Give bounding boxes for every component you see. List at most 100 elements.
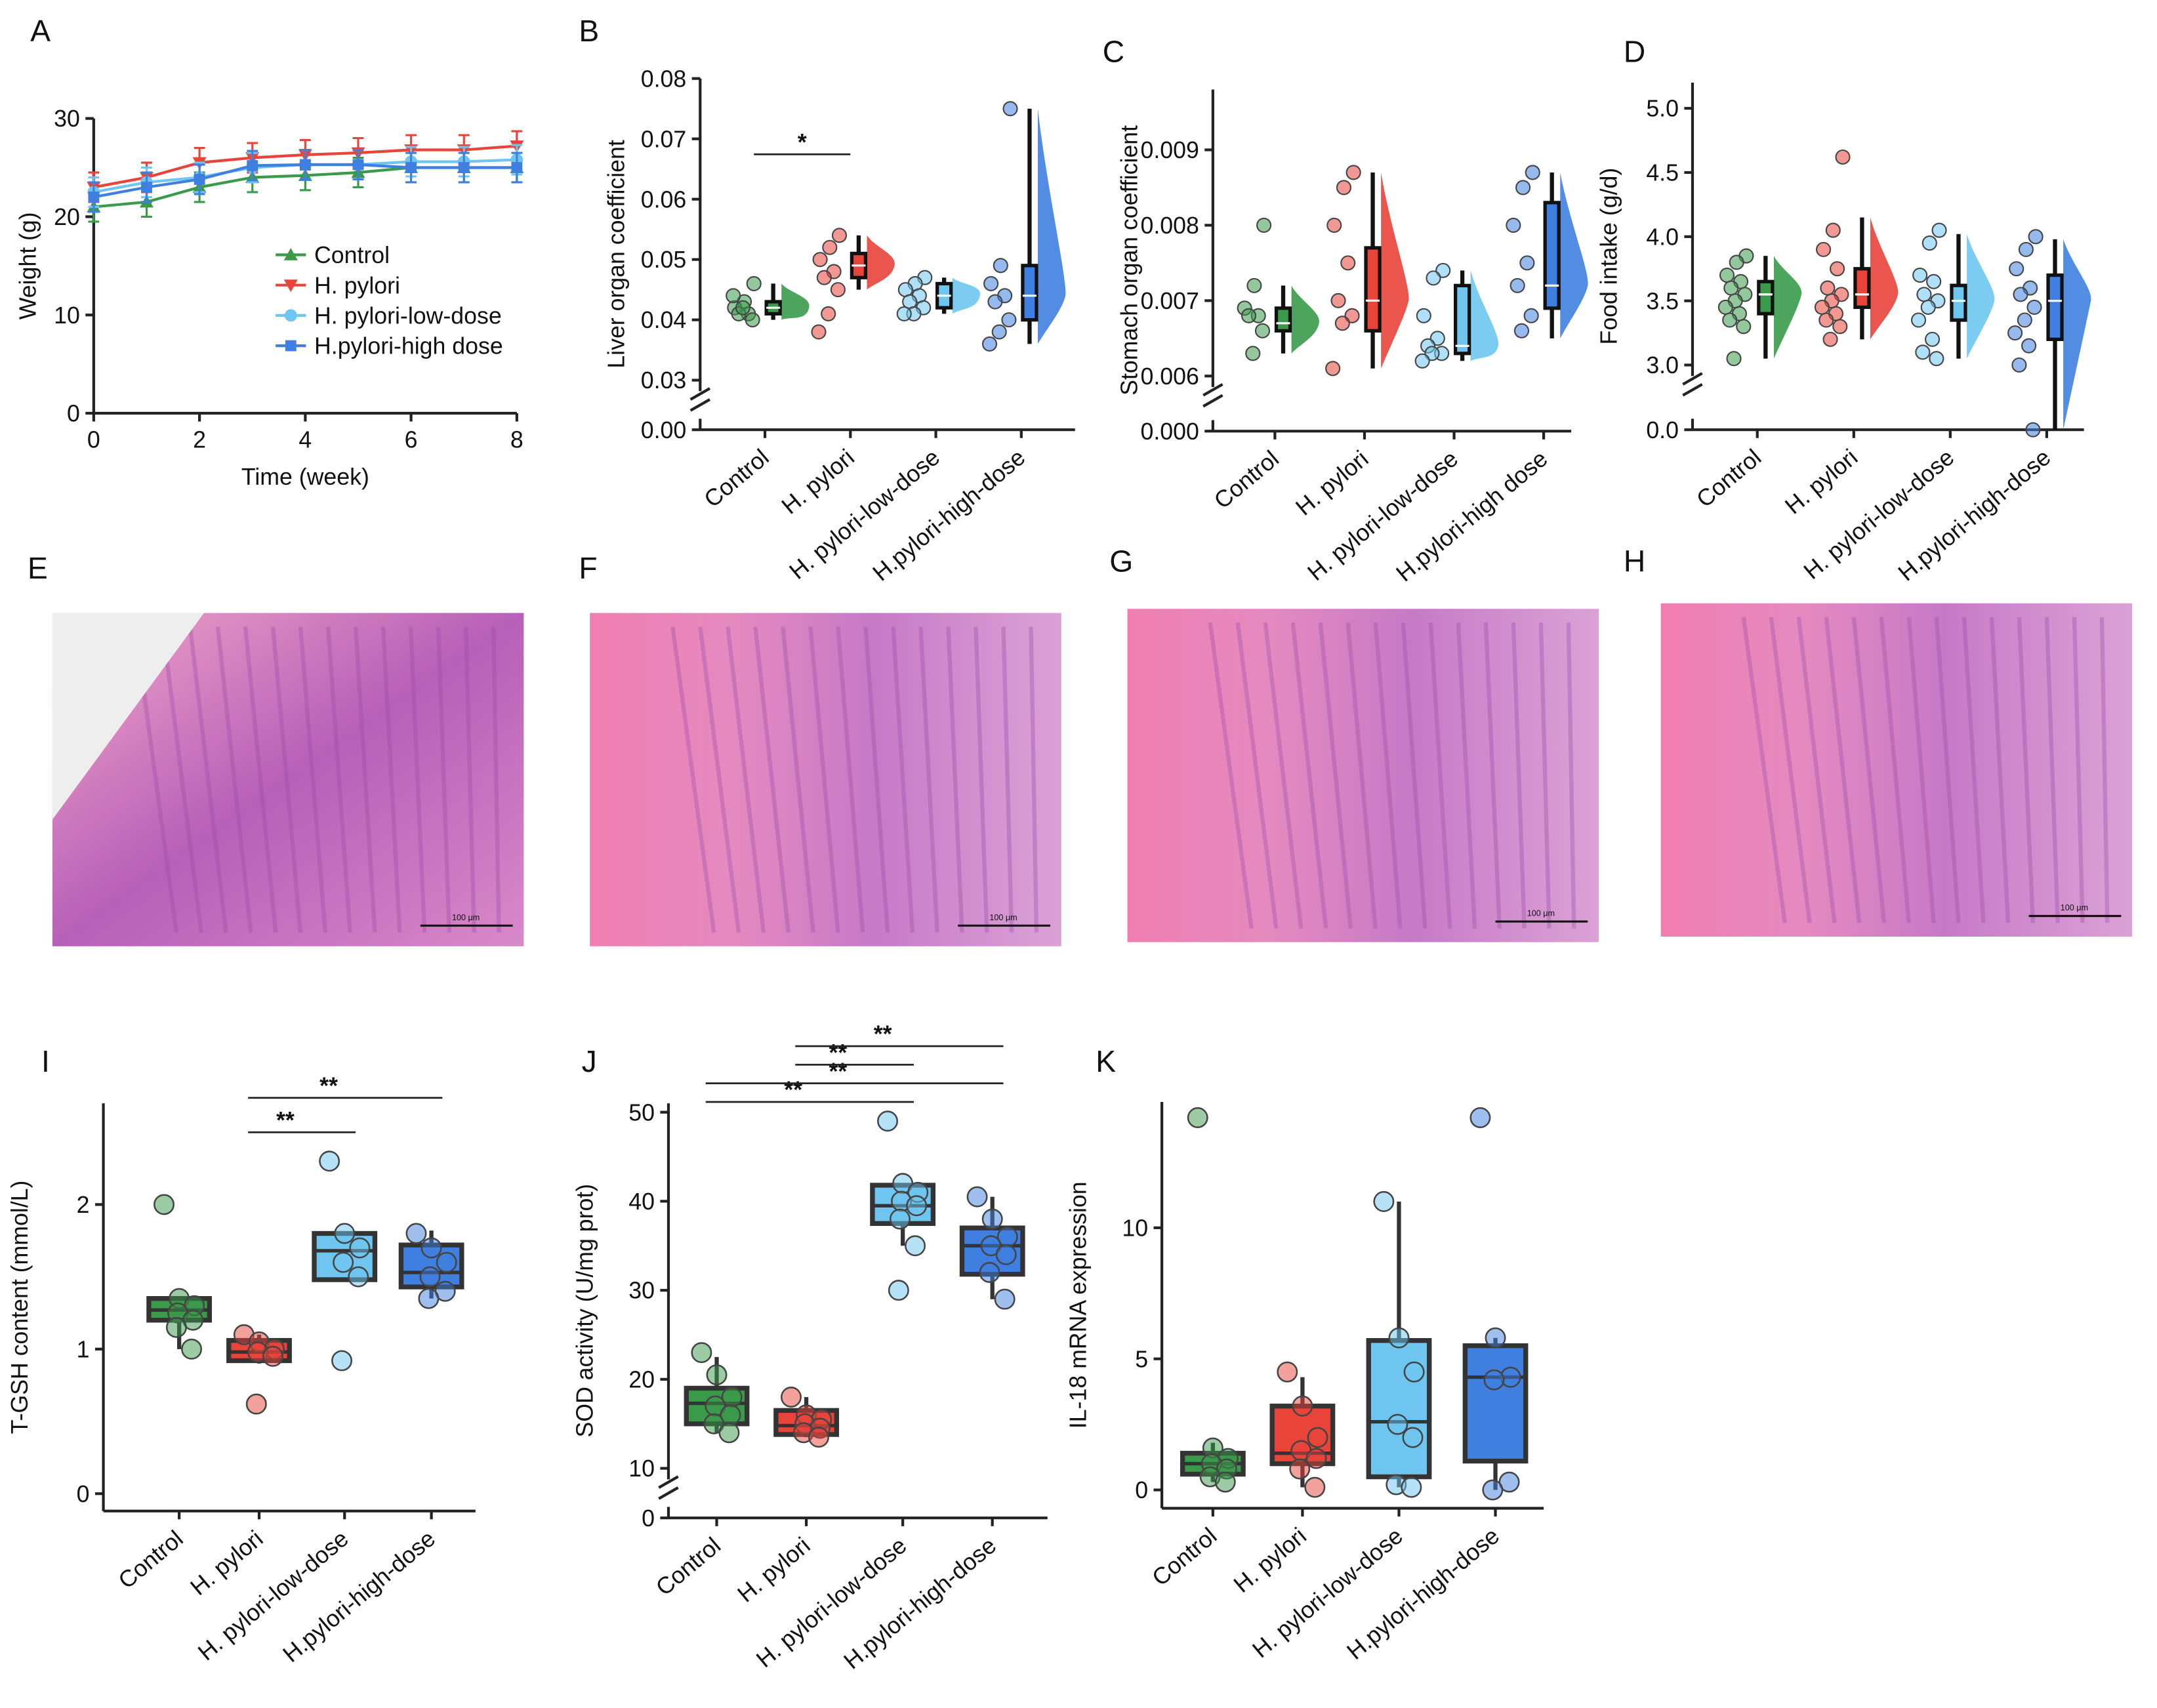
violin	[1773, 256, 1802, 359]
point	[1241, 308, 1257, 323]
tissue-texture	[380, 626, 402, 933]
x-tick-label: H. pylori	[1780, 444, 1862, 519]
point	[979, 1262, 1000, 1283]
point	[780, 1387, 802, 1408]
tissue-texture	[1346, 622, 1378, 929]
point	[980, 1235, 1002, 1257]
tissue-texture	[1566, 622, 1576, 929]
tissue-texture	[491, 626, 501, 933]
y-tick-label: 0.000	[1141, 418, 1199, 445]
x-tick-label: Control	[1147, 1522, 1222, 1591]
y-tick-label: 30	[54, 106, 80, 132]
point	[1002, 101, 1018, 117]
point	[1726, 351, 1742, 367]
legend-marker	[283, 248, 298, 260]
y-tick-label: 10	[628, 1455, 655, 1482]
y-tick-label: 10	[54, 302, 80, 329]
significance-label: **	[276, 1107, 295, 1133]
point	[1388, 1327, 1410, 1349]
y-tick-label: 0	[1135, 1477, 1148, 1503]
background-area	[52, 613, 204, 820]
tissue-texture	[2099, 617, 2110, 924]
point	[1254, 323, 1271, 338]
point	[1401, 1476, 1422, 1498]
box	[1853, 267, 1871, 310]
tissue-texture	[891, 626, 914, 933]
tissue-texture	[160, 626, 203, 933]
point	[2021, 338, 2037, 354]
violin	[1038, 108, 1066, 344]
tissue-texture	[2072, 617, 2085, 924]
tissue-texture	[298, 626, 327, 933]
x-tick-label: H. pylori	[1229, 1522, 1311, 1598]
point	[1912, 267, 1928, 283]
point	[1513, 323, 1530, 338]
tissue-texture	[1428, 622, 1452, 929]
point	[165, 1316, 187, 1338]
point	[1330, 293, 1346, 308]
point	[1506, 217, 1521, 233]
tissue-texture	[1511, 622, 1527, 929]
point	[1525, 165, 1540, 180]
x-tick-label: 8	[510, 427, 524, 453]
point	[745, 312, 760, 328]
point	[418, 1288, 440, 1309]
point	[1818, 312, 1834, 328]
x-tick-label: H. pylori	[777, 444, 859, 519]
tissue-texture	[1796, 617, 1837, 924]
point	[831, 228, 848, 243]
point	[1469, 1107, 1491, 1128]
axis-break	[658, 1475, 679, 1500]
point	[1256, 217, 1272, 233]
panel-label: I	[41, 1044, 50, 1078]
point	[1336, 180, 1351, 195]
tissue-texture	[726, 626, 766, 933]
violin	[1381, 172, 1409, 369]
y-tick-label: 0.06	[641, 186, 686, 213]
box	[1543, 201, 1561, 310]
point	[1305, 1448, 1327, 1469]
legend-label: H.pylori-high dose	[314, 333, 503, 359]
x-tick-label: H.pylori-high dose	[1391, 445, 1553, 586]
point	[889, 1208, 911, 1230]
tissue-texture	[1401, 622, 1428, 929]
point	[1915, 344, 1931, 360]
tissue-texture	[808, 626, 840, 933]
y-tick-label: 0.008	[1141, 213, 1199, 239]
point	[1722, 312, 1738, 328]
point	[1921, 235, 1937, 251]
y-tick-label: 3.5	[1646, 288, 1679, 314]
y-tick-label: 0.08	[641, 66, 686, 92]
histology-image	[1127, 609, 1599, 943]
violin	[1967, 234, 1995, 359]
point	[1519, 255, 1535, 271]
tissue-texture	[353, 626, 377, 933]
box	[1950, 283, 1967, 322]
tissue-texture	[946, 626, 964, 933]
point	[1334, 315, 1350, 331]
tissue-texture	[1769, 617, 1812, 924]
x-tick-label: H.pylori-high-dose	[278, 1525, 441, 1667]
point	[703, 1413, 725, 1434]
point	[1926, 274, 1942, 289]
point	[993, 258, 1008, 274]
violin	[1470, 270, 1499, 361]
y-tick-label: 0.006	[1141, 363, 1199, 390]
point	[405, 1223, 427, 1244]
point	[1920, 299, 1936, 315]
x-tick-label: 6	[405, 427, 418, 453]
point	[1910, 312, 1927, 328]
point	[419, 1266, 441, 1288]
point	[966, 1186, 988, 1208]
tissue-texture	[1208, 622, 1254, 929]
marker	[405, 162, 417, 173]
y-tick-label: 0.05	[641, 247, 686, 273]
point	[2009, 261, 2024, 277]
marker	[247, 160, 258, 171]
violin	[952, 277, 981, 314]
box	[1453, 283, 1471, 356]
point	[333, 1251, 354, 1273]
violin	[2063, 239, 2091, 430]
x-tick-label: H. pylori	[733, 1532, 815, 1608]
marker	[141, 182, 152, 193]
